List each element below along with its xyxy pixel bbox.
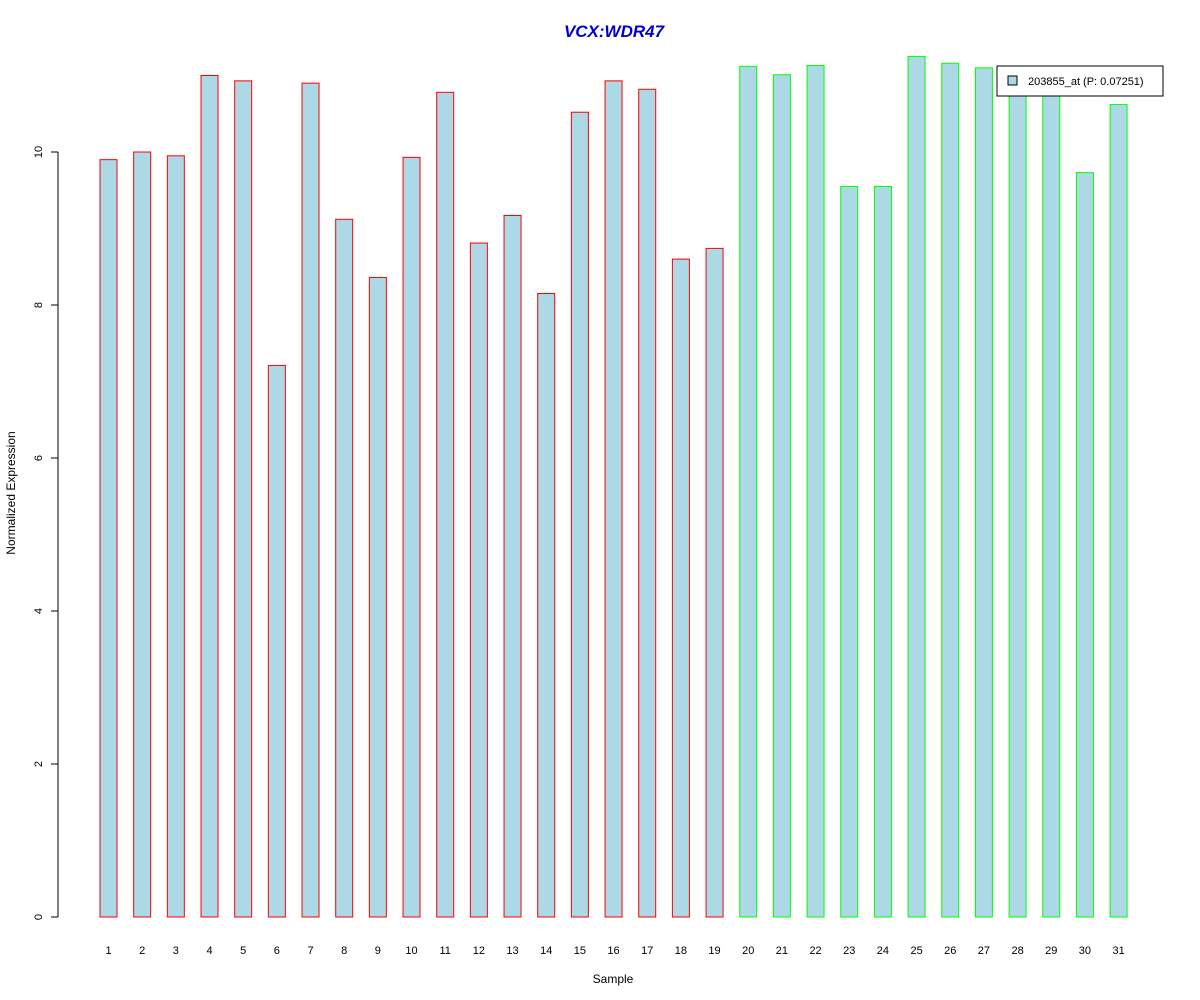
x-tick-label: 1 bbox=[105, 945, 111, 957]
bar bbox=[503, 215, 522, 918]
bar bbox=[604, 80, 623, 918]
x-tick-label: 16 bbox=[607, 945, 619, 957]
bar bbox=[335, 218, 354, 918]
bar bbox=[772, 74, 791, 918]
bar bbox=[907, 55, 926, 918]
x-axis-title: Sample bbox=[593, 972, 634, 986]
bar bbox=[267, 364, 286, 918]
bar bbox=[974, 67, 993, 918]
bar bbox=[301, 82, 320, 918]
chart-title: VCX:WDR47 bbox=[564, 22, 666, 41]
x-tick-label: 27 bbox=[978, 945, 990, 957]
x-tick-label: 6 bbox=[274, 945, 280, 957]
x-tick-label: 14 bbox=[540, 945, 552, 957]
x-tick-label: 2 bbox=[139, 945, 145, 957]
bar bbox=[873, 185, 892, 918]
x-tick-label: 20 bbox=[742, 945, 754, 957]
bar bbox=[671, 258, 690, 918]
x-tick-label: 15 bbox=[574, 945, 586, 957]
bar bbox=[537, 293, 556, 918]
bar bbox=[1008, 90, 1027, 918]
x-tick-label: 19 bbox=[708, 945, 720, 957]
legend: 203855_at (P: 0.07251) bbox=[996, 65, 1164, 97]
x-tick-label: 30 bbox=[1079, 945, 1091, 957]
x-tick-label: 10 bbox=[405, 945, 417, 957]
x-tick-label: 3 bbox=[173, 945, 179, 957]
y-tick-label: 10 bbox=[33, 146, 45, 158]
x-tick-label: 13 bbox=[506, 945, 518, 957]
bar bbox=[705, 247, 724, 918]
bar bbox=[368, 276, 387, 918]
y-tick-label: 8 bbox=[33, 302, 45, 308]
bar bbox=[806, 65, 825, 918]
y-tick-label: 4 bbox=[33, 608, 45, 614]
bar bbox=[200, 75, 219, 918]
legend-swatch bbox=[1007, 75, 1018, 86]
bar bbox=[133, 151, 152, 918]
bar bbox=[1042, 90, 1061, 918]
x-tick-label: 29 bbox=[1045, 945, 1057, 957]
x-tick-label: 5 bbox=[240, 945, 246, 957]
y-axis-title: Normalized Expression bbox=[4, 431, 18, 554]
x-tick-label: 9 bbox=[375, 945, 381, 957]
y-tick-label: 6 bbox=[33, 455, 45, 461]
x-tick-label: 4 bbox=[206, 945, 212, 957]
bar bbox=[638, 88, 657, 918]
bar bbox=[166, 155, 185, 918]
x-tick-label: 17 bbox=[641, 945, 653, 957]
bar bbox=[234, 80, 253, 918]
bar bbox=[570, 111, 589, 918]
legend-box bbox=[996, 65, 1164, 97]
x-tick-label: 31 bbox=[1112, 945, 1124, 957]
x-tick-label: 12 bbox=[473, 945, 485, 957]
bar bbox=[402, 156, 421, 918]
bar bbox=[1075, 172, 1094, 918]
bar bbox=[840, 185, 859, 918]
x-tick-label: 23 bbox=[843, 945, 855, 957]
bar bbox=[941, 62, 960, 918]
x-tick-labels: 1 2 3 4 5 6 7 8 9 10 11 12 13 14 15 16 17 18 19 20 21 22 23 24 2… bbox=[105, 945, 1124, 957]
x-tick-label: 18 bbox=[675, 945, 687, 957]
bars bbox=[99, 55, 1128, 918]
y-tick-label: 0 bbox=[33, 914, 45, 920]
bar bbox=[739, 65, 758, 918]
y-tick-label: 2 bbox=[33, 761, 45, 767]
x-tick-label: 11 bbox=[439, 945, 450, 957]
bar bbox=[469, 242, 488, 918]
x-tick-label: 8 bbox=[341, 945, 347, 957]
x-tick-label: 21 bbox=[776, 945, 788, 957]
x-tick-label: 28 bbox=[1011, 945, 1023, 957]
bar bbox=[99, 159, 118, 918]
y-axis: 0 2 4 6 8 10 bbox=[33, 146, 59, 920]
x-tick-label: 25 bbox=[910, 945, 922, 957]
x-tick-label: 24 bbox=[877, 945, 889, 957]
bar bbox=[1109, 104, 1128, 918]
x-tick-label: 7 bbox=[307, 945, 313, 957]
x-tick-label: 26 bbox=[944, 945, 956, 957]
x-tick-label: 22 bbox=[809, 945, 821, 957]
legend-label: 203855_at (P: 0.07251) bbox=[1028, 76, 1144, 88]
bar bbox=[436, 91, 455, 918]
